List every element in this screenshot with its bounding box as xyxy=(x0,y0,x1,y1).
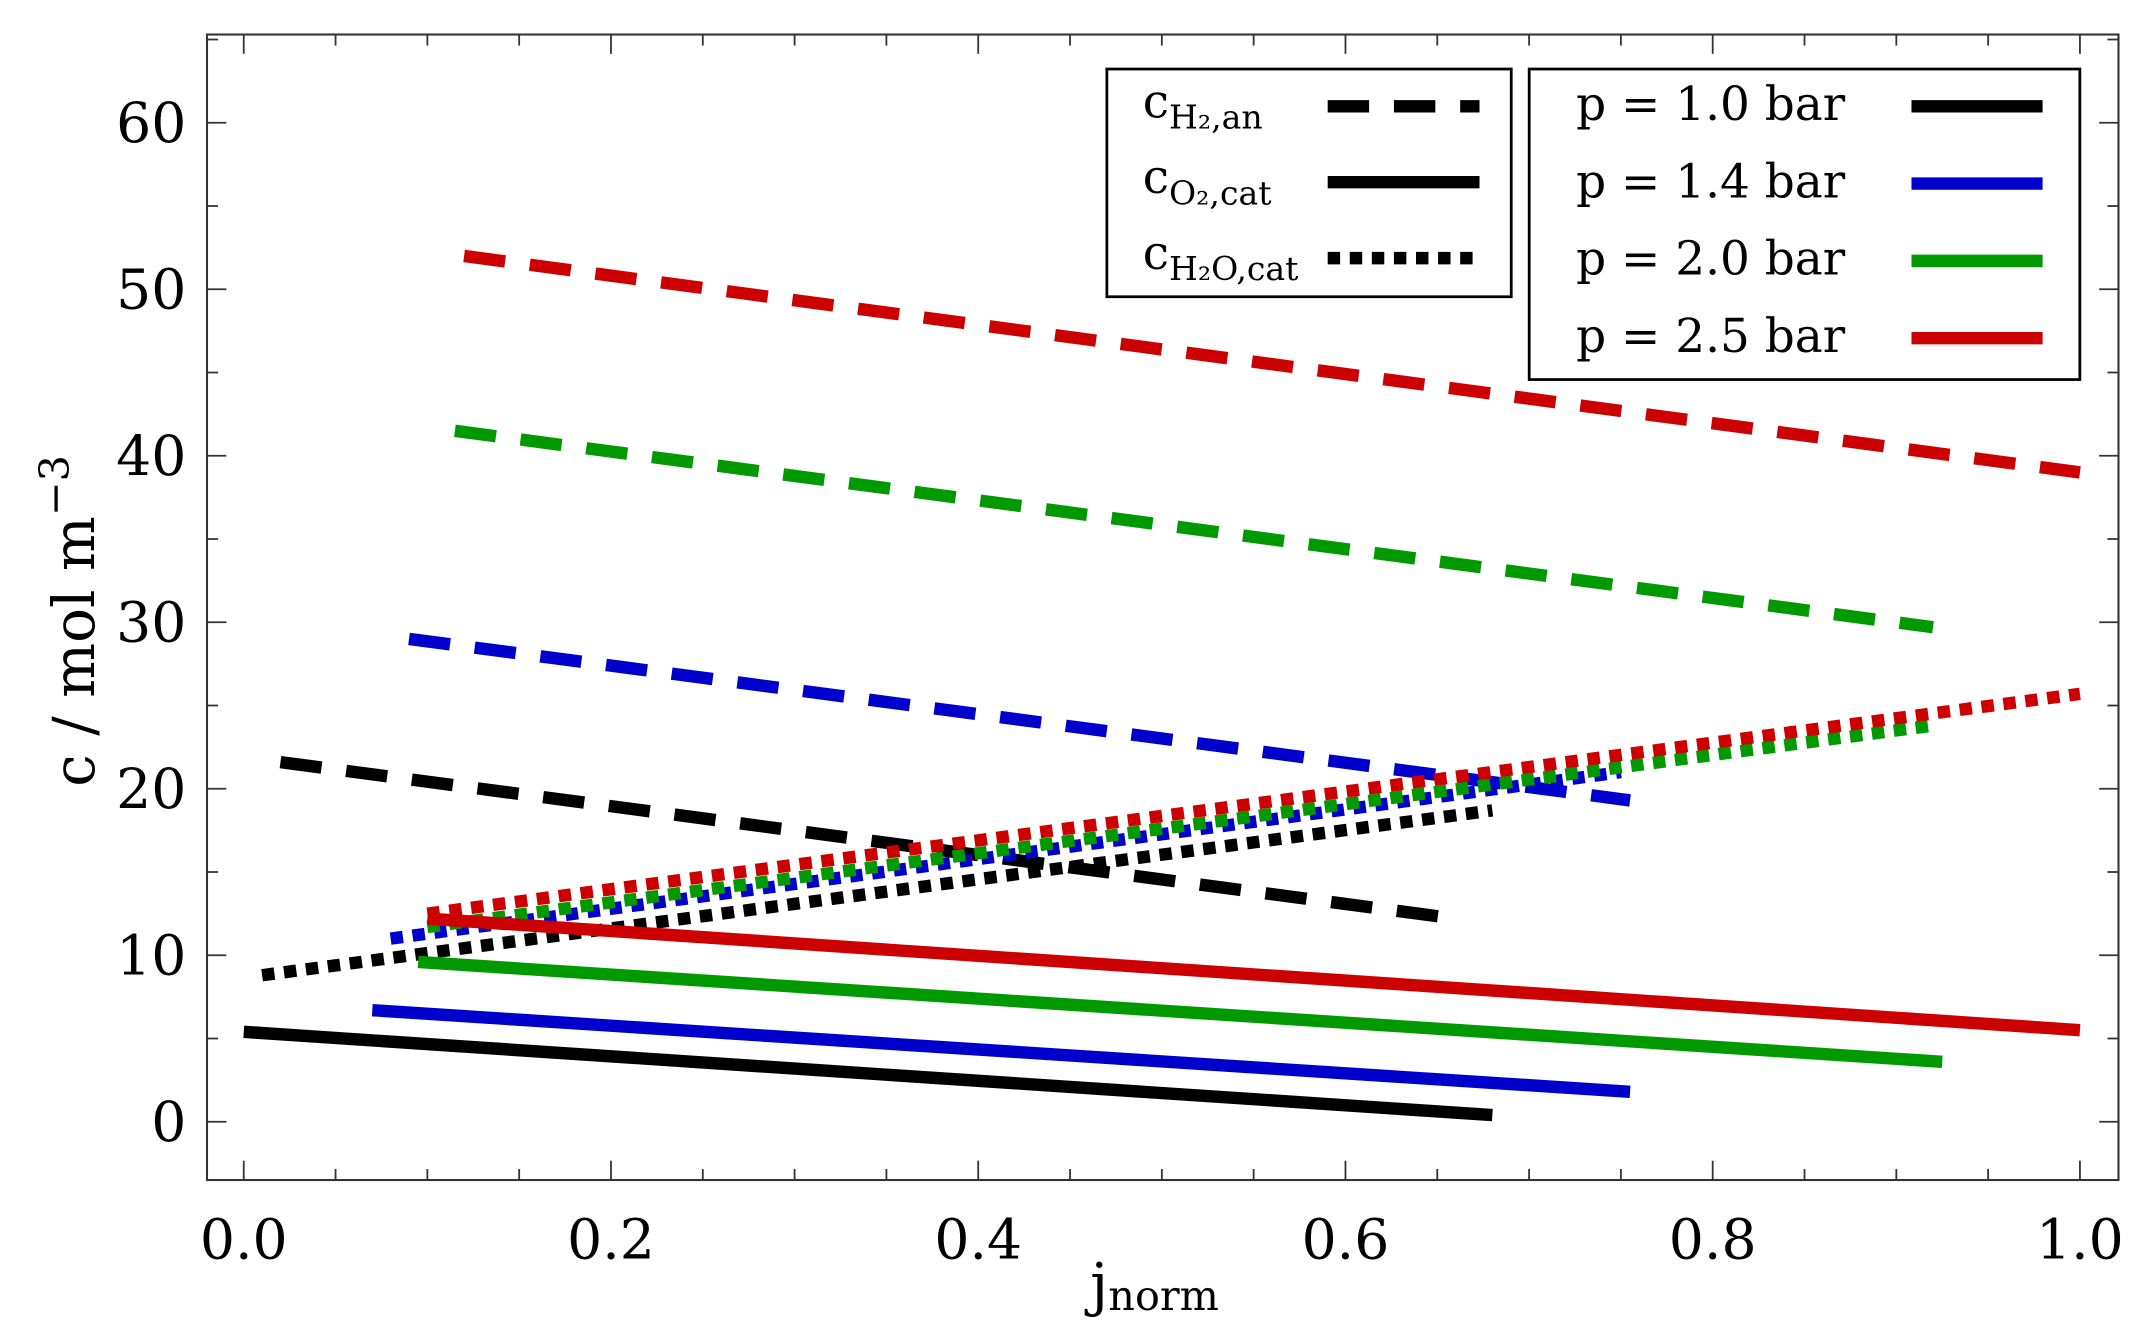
y-tick-label: 50 xyxy=(116,259,186,323)
y-tick-label: 30 xyxy=(116,592,186,656)
series-line-dashed-14bar xyxy=(408,632,1631,807)
legend-label-dashed: cH₂,an xyxy=(1143,74,1263,136)
series-line-solid-10bar xyxy=(243,1025,1493,1122)
series-line-solid-20bar xyxy=(417,955,1943,1069)
x-tick-label: 0.6 xyxy=(1302,1209,1390,1273)
series-line-dotted-10bar xyxy=(261,804,1494,982)
series-line-solid-25bar xyxy=(426,912,2081,1037)
legend-label-pressure: p = 1.0 bar xyxy=(1576,77,1846,132)
legend-label-dotted: cH₂O,cat xyxy=(1143,226,1299,288)
y-axis-label: c / mol m−3 xyxy=(31,455,108,787)
legend-label-solid: cO₂,cat xyxy=(1143,150,1273,212)
y-tick-label: 10 xyxy=(116,925,186,989)
legend-label-pressure: p = 2.5 bar xyxy=(1576,309,1846,364)
y-tick-label: 0 xyxy=(151,1091,186,1155)
y-tick-label: 20 xyxy=(116,758,186,822)
line-style-legend: cH₂,an cO₂,cat cH₂O,cat xyxy=(1105,67,1513,299)
x-tick-label: 1.0 xyxy=(2036,1209,2124,1273)
series-line-dashed-25bar xyxy=(463,249,2081,479)
y-tick-label: 60 xyxy=(116,92,186,156)
x-tick-label: 0.4 xyxy=(934,1209,1022,1273)
series-line-dashed-20bar xyxy=(454,424,1934,634)
x-axis-label: jnorm xyxy=(1084,1250,1219,1320)
y-tick-label: 40 xyxy=(116,425,186,489)
series-line-solid-14bar xyxy=(371,1004,1631,1098)
plot-frame xyxy=(205,33,2120,1182)
pressure-legend: p = 1.0 bar p = 1.4 bar p = 2.0 bar p = 2.5… xyxy=(1527,67,2082,381)
x-tick-label: 0.8 xyxy=(1669,1209,1757,1273)
tick-layer: 0.0 0.2 0.4 0.6 0.8 1.0 0 10 20 30 40 50 60 xyxy=(116,34,2124,1273)
x-tick-label: 0.2 xyxy=(567,1209,655,1273)
pressure-legend-frame xyxy=(1527,67,2082,381)
series-line-dotted-20bar xyxy=(426,719,1934,934)
legend-label-pressure: p = 1.4 bar xyxy=(1576,154,1846,209)
legend-label-pressure: p = 2.0 bar xyxy=(1576,232,1846,287)
series-layer xyxy=(243,249,2081,1122)
series-line-dotted-25bar xyxy=(426,687,2081,920)
x-tick-label: 0.0 xyxy=(200,1209,288,1273)
